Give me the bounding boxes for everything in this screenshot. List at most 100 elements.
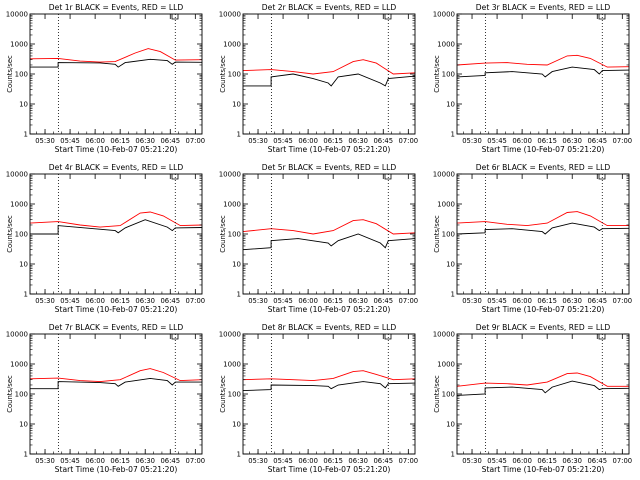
x-tick-label: 05:30 — [35, 297, 55, 305]
x-tick-label: 06:45 — [160, 457, 180, 465]
x-tick-label: 06:15 — [537, 457, 557, 465]
y-tick-label: 1 — [24, 131, 28, 139]
x-tick-label: 06:15 — [110, 297, 130, 305]
y-tick-label: 1000 — [223, 41, 241, 49]
x-tick-label: 07:00 — [613, 137, 633, 145]
x-tick-label: 05:30 — [35, 137, 55, 145]
x-tick-label: 06:45 — [160, 297, 180, 305]
y-tick-label: 1000 — [223, 361, 241, 369]
y-tick-label: 10000 — [6, 171, 28, 179]
x-tick-label: 05:45 — [60, 297, 80, 305]
x-tick-label: 06:00 — [512, 457, 532, 465]
x-tick-label: 06:30 — [562, 457, 582, 465]
y-axis-label: Counts/sec — [433, 55, 441, 93]
y-tick-label: 1000 — [437, 41, 455, 49]
series-events-line — [243, 73, 416, 87]
chart-panel-det-4: Det 4r BLACK = Events, RED = LLD 1 10 100 10… — [0, 160, 213, 320]
x-axis-label: Start Time (10-Feb-07 05:21:20) — [482, 465, 605, 474]
y-tick-label: 10 — [19, 261, 28, 269]
x-tick-label: 06:00 — [298, 297, 318, 305]
y-tick-label: 10 — [446, 261, 455, 269]
y-tick-label: 10 — [232, 261, 241, 269]
y-tick-label: 1 — [451, 451, 455, 459]
x-tick-label: 06:30 — [135, 457, 155, 465]
x-tick-label: 05:45 — [60, 457, 80, 465]
chart-panel-det-7: Det 7r BLACK = Events, RED = LLD 1 10 100 10… — [0, 320, 213, 480]
y-tick-label: 10 — [446, 101, 455, 109]
interval-marker — [171, 14, 179, 20]
x-axis-label: Start Time (10-Feb-07 05:21:20) — [55, 465, 178, 474]
series-lld-line — [456, 372, 630, 387]
series-events-line — [30, 219, 203, 235]
chart-title: Det 6r BLACK = Events, RED = LLD — [476, 163, 611, 172]
y-tick-label: 10000 — [219, 171, 241, 179]
series-events-line — [30, 58, 203, 68]
x-tick-label: 06:45 — [373, 297, 393, 305]
chart-title: Det 4r BLACK = Events, RED = LLD — [49, 163, 184, 172]
y-axis-label: Counts/sec — [6, 55, 14, 93]
y-tick-label: 10000 — [433, 331, 455, 339]
chart-panel-det-1: Det 1r BLACK = Events, RED = LLD 1 10 100 10… — [0, 0, 213, 160]
y-tick-label: 100 — [15, 71, 28, 79]
y-tick-label: 10 — [19, 101, 28, 109]
y-tick-label: 1 — [451, 291, 455, 299]
x-tick-label: 07:00 — [399, 297, 419, 305]
chart-panel-det-6: Det 6r BLACK = Events, RED = LLD 1 10 100 10… — [427, 160, 640, 320]
series-events-line — [456, 222, 630, 235]
x-tick-label: 05:30 — [35, 457, 55, 465]
y-axis-label: Counts/sec — [433, 375, 441, 413]
x-tick-label: 05:30 — [462, 297, 482, 305]
x-tick-label: 05:45 — [487, 137, 507, 145]
x-tick-label: 06:30 — [562, 137, 582, 145]
x-tick-label: 07:00 — [186, 297, 206, 305]
x-tick-label: 07:00 — [613, 297, 633, 305]
interval-marker — [598, 14, 606, 20]
x-tick-label: 05:45 — [273, 297, 293, 305]
chart-svg: Det 5r BLACK = Events, RED = LLD 1 10 100 10… — [219, 163, 419, 314]
x-tick-label: 06:00 — [512, 137, 532, 145]
chart-panel-det-2: Det 2r BLACK = Events, RED = LLD 1 10 100 10… — [213, 0, 426, 160]
y-tick-label: 1 — [24, 291, 28, 299]
x-tick-label: 06:30 — [348, 137, 368, 145]
x-tick-label: 05:30 — [462, 137, 482, 145]
interval-marker — [171, 174, 179, 180]
x-tick-label: 06:30 — [348, 457, 368, 465]
plot-frame — [29, 13, 203, 135]
x-tick-label: 06:00 — [298, 137, 318, 145]
x-tick-label: 06:45 — [373, 457, 393, 465]
x-tick-label: 05:30 — [248, 457, 268, 465]
y-axis-label: Counts/sec — [219, 55, 227, 93]
y-tick-label: 1 — [24, 451, 28, 459]
plot-frame — [242, 173, 416, 295]
x-tick-label: 06:15 — [110, 137, 130, 145]
x-tick-label: 06:15 — [323, 297, 343, 305]
chart-title: Det 8r BLACK = Events, RED = LLD — [262, 323, 397, 332]
y-tick-label: 10000 — [433, 171, 455, 179]
y-axis-label: Counts/sec — [433, 215, 441, 253]
series-lld-line — [242, 370, 416, 382]
interval-marker — [384, 174, 392, 180]
x-tick-label: 06:15 — [323, 457, 343, 465]
y-tick-label: 10 — [446, 421, 455, 429]
plot-frame — [456, 333, 630, 455]
y-tick-label: 100 — [442, 391, 455, 399]
x-axis-label: Start Time (10-Feb-07 05:21:20) — [268, 465, 391, 474]
chart-svg: Det 6r BLACK = Events, RED = LLD 1 10 100 10… — [433, 163, 633, 314]
y-tick-label: 1 — [237, 131, 241, 139]
y-tick-label: 10000 — [6, 331, 28, 339]
y-tick-label: 10000 — [6, 11, 28, 19]
x-tick-label: 06:45 — [160, 137, 180, 145]
series-lld-line — [456, 54, 630, 68]
y-tick-label: 100 — [15, 391, 28, 399]
x-tick-label: 07:00 — [399, 137, 419, 145]
interval-marker — [384, 334, 392, 340]
x-tick-label: 06:15 — [537, 297, 557, 305]
y-tick-label: 1 — [237, 291, 241, 299]
chart-panel-det-3: Det 3r BLACK = Events, RED = LLD 1 10 100 10… — [427, 0, 640, 160]
chart-title: Det 3r BLACK = Events, RED = LLD — [476, 3, 611, 12]
x-tick-label: 06:00 — [298, 457, 318, 465]
x-tick-label: 06:45 — [587, 457, 607, 465]
y-tick-label: 1 — [451, 131, 455, 139]
plot-frame — [29, 173, 203, 295]
